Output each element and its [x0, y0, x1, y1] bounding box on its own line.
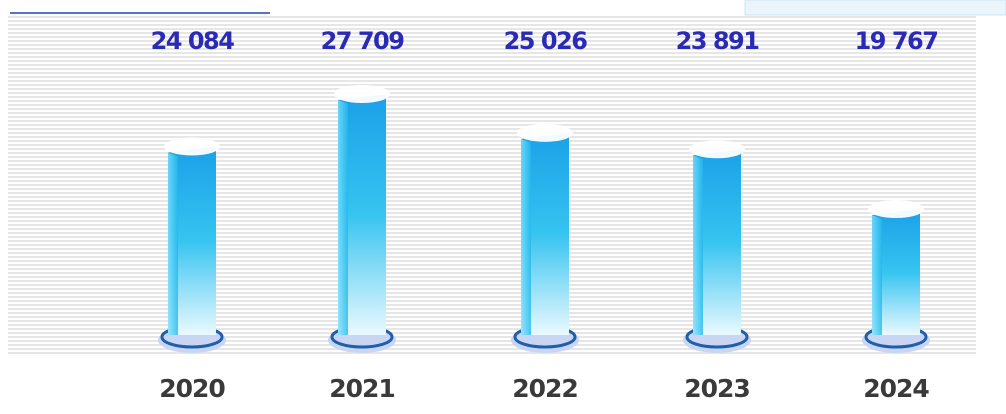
striped-background	[8, 16, 976, 356]
bar-highlight	[338, 100, 348, 335]
page: {"chart_data": {"type": "bar", "categori…	[0, 0, 1006, 410]
value-label: 23 891	[676, 27, 760, 55]
value-label: 24 084	[151, 27, 235, 55]
category-label: 2021	[329, 374, 395, 403]
bar-cap	[164, 137, 220, 155]
category-label: 2024	[863, 374, 929, 403]
value-label: 27 709	[321, 27, 405, 55]
category-label: 2020	[159, 374, 225, 403]
bar-highlight	[872, 215, 882, 335]
bar-highlight	[693, 155, 703, 335]
bar-cap	[868, 200, 924, 218]
category-label: 2022	[512, 374, 578, 403]
chart: 24 084 2020 27 709 2021 25 026 2022 23 891 2023…	[0, 0, 1006, 410]
bar-highlight	[168, 152, 178, 335]
category-label: 2023	[684, 374, 750, 403]
value-label: 19 767	[855, 27, 938, 55]
bar-cap	[689, 140, 745, 158]
value-label: 25 026	[504, 27, 588, 55]
top-panel	[745, 0, 1006, 15]
bar-cap	[517, 124, 573, 142]
bar-highlight	[521, 139, 531, 335]
bar-cap	[334, 85, 390, 103]
